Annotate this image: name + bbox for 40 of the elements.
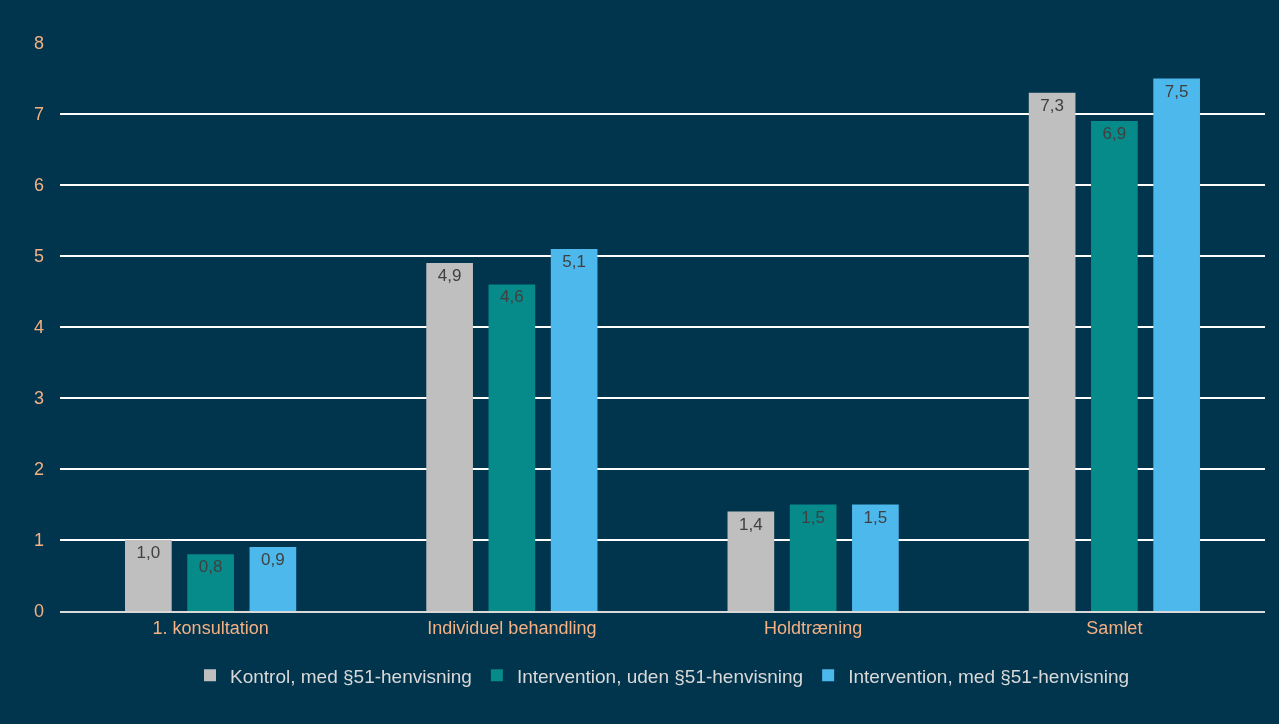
legend-label: Kontrol, med §51-henvisning <box>230 665 472 687</box>
y-tick-label: 4 <box>33 317 44 338</box>
y-tick-label: 7 <box>33 104 44 125</box>
x-tick-label: 1. konsultation <box>152 618 269 639</box>
data-label: 7,5 <box>1164 81 1189 101</box>
bar <box>426 263 473 611</box>
data-label: 4,9 <box>437 266 462 286</box>
y-tick-label: 5 <box>33 246 44 267</box>
bar <box>1091 121 1138 611</box>
data-label: 5,1 <box>562 251 586 271</box>
bar <box>1153 78 1200 611</box>
bar <box>550 248 598 611</box>
bar <box>1028 92 1076 611</box>
legend-label: Intervention, uden §51-henvisning <box>516 665 804 687</box>
data-label: 4,6 <box>500 287 524 307</box>
data-label: 7,3 <box>1040 95 1064 115</box>
bar <box>852 504 899 611</box>
y-tick-label: 6 <box>33 175 44 196</box>
data-label: 1,5 <box>801 507 825 527</box>
y-tick-label: 0 <box>33 601 44 622</box>
y-tick-label: 3 <box>33 388 44 409</box>
x-tick-label: Individuel behandling <box>427 618 597 639</box>
legend-label: Intervention, med §51-henvisning <box>848 665 1130 687</box>
data-label: 1,4 <box>739 514 763 534</box>
y-tick-label: 8 <box>33 33 44 54</box>
data-label: 1,0 <box>136 543 161 562</box>
data-label: 6,9 <box>1102 124 1127 144</box>
bar <box>249 547 297 611</box>
bar <box>727 511 775 611</box>
x-tick-label: Holdtræning <box>764 618 863 639</box>
data-label: 0,8 <box>198 557 223 577</box>
y-tick-label: 2 <box>33 459 44 480</box>
data-label: 0,9 <box>261 550 285 570</box>
data-label: 1,5 <box>863 507 888 527</box>
bar <box>789 504 837 611</box>
bar <box>187 554 234 611</box>
bar <box>488 284 536 611</box>
x-tick-label: Samlet <box>1086 618 1143 639</box>
bar <box>125 540 172 611</box>
y-tick-label: 1 <box>33 530 44 551</box>
